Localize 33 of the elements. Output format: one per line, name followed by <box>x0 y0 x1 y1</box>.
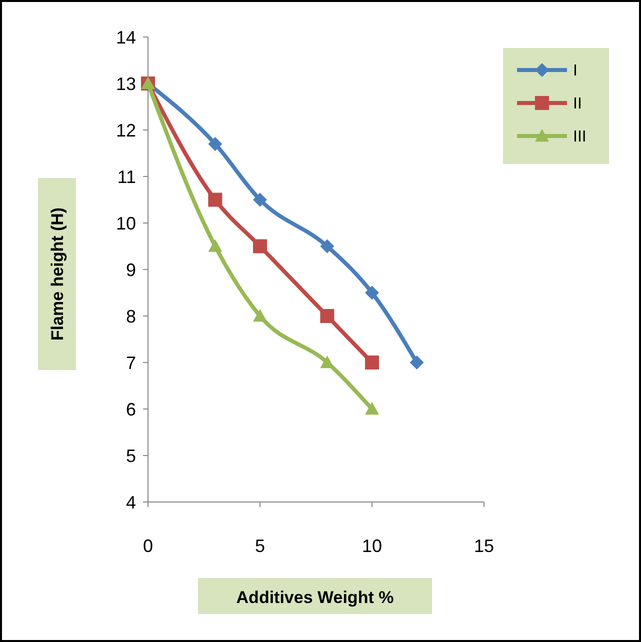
y-tick-label: 14 <box>116 27 136 48</box>
y-axis-title: Flame height (H) <box>48 207 67 341</box>
y-tick-label: 8 <box>126 306 136 326</box>
y-tick-label: 5 <box>126 446 136 466</box>
point <box>253 239 267 254</box>
point <box>365 356 379 370</box>
x-axis-title: Additives Weight % <box>236 588 394 607</box>
y-tick-label: 6 <box>126 399 136 420</box>
x-tick-label: 10 <box>362 536 382 556</box>
point <box>365 286 379 300</box>
y-tick-label: 11 <box>117 166 136 187</box>
point <box>410 356 424 370</box>
x-tick-label: 0 <box>142 536 154 556</box>
legend-label: III <box>573 128 586 146</box>
point <box>253 192 267 207</box>
y-tick-label: 12 <box>116 120 136 140</box>
y-tick-label: 9 <box>126 260 136 280</box>
y-tick-label: 4 <box>126 492 136 512</box>
point <box>365 402 379 415</box>
legend-label: II <box>573 96 582 113</box>
point <box>320 239 334 254</box>
point <box>253 309 267 322</box>
point <box>320 356 334 368</box>
point <box>208 136 222 151</box>
point <box>208 239 222 252</box>
x-tick-label: 5 <box>254 536 266 556</box>
point <box>208 192 222 207</box>
y-tick-label: 10 <box>116 213 136 234</box>
legend-label: I <box>573 62 578 80</box>
y-tick-label: 7 <box>126 352 136 373</box>
point <box>320 309 334 323</box>
y-tick-label: 13 <box>116 74 136 94</box>
x-tick-label: 15 <box>474 536 494 556</box>
